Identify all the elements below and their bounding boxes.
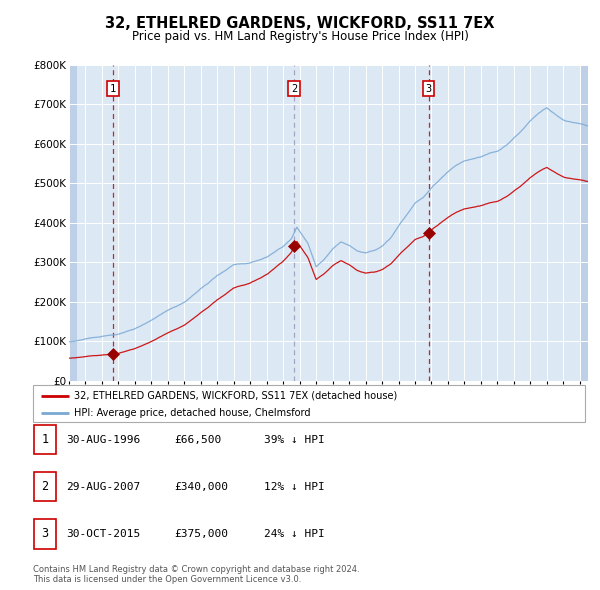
Text: 3: 3 <box>41 527 49 540</box>
Text: 12% ↓ HPI: 12% ↓ HPI <box>264 482 325 491</box>
Text: 32, ETHELRED GARDENS, WICKFORD, SS11 7EX (detached house): 32, ETHELRED GARDENS, WICKFORD, SS11 7EX… <box>74 391 398 401</box>
FancyBboxPatch shape <box>34 519 56 549</box>
Text: 3: 3 <box>425 84 432 94</box>
Text: 32, ETHELRED GARDENS, WICKFORD, SS11 7EX: 32, ETHELRED GARDENS, WICKFORD, SS11 7EX <box>105 16 495 31</box>
Text: 2: 2 <box>291 84 297 94</box>
Bar <box>580 65 588 381</box>
Text: 30-AUG-1996: 30-AUG-1996 <box>66 435 140 444</box>
Text: HPI: Average price, detached house, Chelmsford: HPI: Average price, detached house, Chel… <box>74 408 311 418</box>
Bar <box>69 65 77 381</box>
FancyBboxPatch shape <box>34 425 56 454</box>
Text: 29-AUG-2007: 29-AUG-2007 <box>66 482 140 491</box>
FancyBboxPatch shape <box>33 385 585 422</box>
Text: £340,000: £340,000 <box>174 482 228 491</box>
Text: 30-OCT-2015: 30-OCT-2015 <box>66 529 140 539</box>
Text: 1: 1 <box>110 84 116 94</box>
Text: £66,500: £66,500 <box>174 435 221 444</box>
Text: 2: 2 <box>41 480 49 493</box>
Text: 39% ↓ HPI: 39% ↓ HPI <box>264 435 325 444</box>
Text: £375,000: £375,000 <box>174 529 228 539</box>
Text: 24% ↓ HPI: 24% ↓ HPI <box>264 529 325 539</box>
Text: Contains HM Land Registry data © Crown copyright and database right 2024.
This d: Contains HM Land Registry data © Crown c… <box>33 565 359 584</box>
Text: 1: 1 <box>41 433 49 446</box>
Text: Price paid vs. HM Land Registry's House Price Index (HPI): Price paid vs. HM Land Registry's House … <box>131 30 469 43</box>
FancyBboxPatch shape <box>34 472 56 501</box>
